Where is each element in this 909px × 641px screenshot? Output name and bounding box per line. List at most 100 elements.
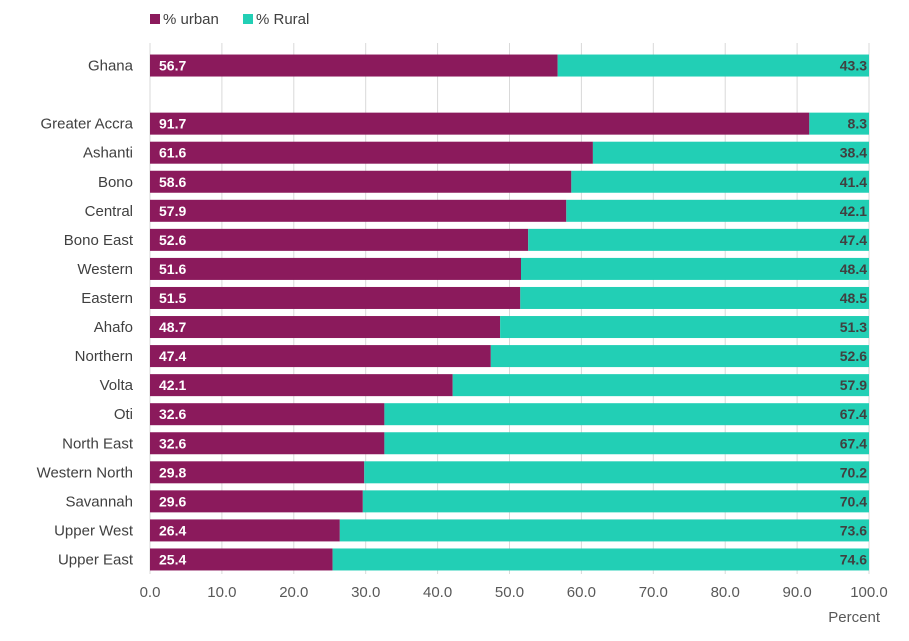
bar-rural xyxy=(339,519,869,542)
data-label-urban: 47.4 xyxy=(159,348,186,364)
bar-rural xyxy=(384,403,869,426)
bar-urban xyxy=(150,199,567,222)
x-tick-label: 90.0 xyxy=(782,584,811,601)
x-tick-label: 0.0 xyxy=(140,584,161,601)
data-label-urban: 26.4 xyxy=(159,522,186,538)
bar-urban xyxy=(150,257,522,280)
category-label: Eastern xyxy=(81,290,133,307)
category-label: Western xyxy=(77,261,133,278)
bar-urban xyxy=(150,228,529,251)
bar-rural xyxy=(571,170,869,193)
data-label-rural: 38.4 xyxy=(840,145,867,161)
category-label: Volta xyxy=(100,377,134,394)
data-label-rural: 73.6 xyxy=(840,522,867,538)
x-tick-label: 100.0 xyxy=(850,584,888,601)
data-label-rural: 70.4 xyxy=(840,493,867,509)
x-tick-label: 80.0 xyxy=(711,584,740,601)
bar-rural xyxy=(557,54,869,77)
legend-label-rural: % Rural xyxy=(256,11,309,28)
bar-rural xyxy=(520,286,869,309)
legend: % urban % Rural xyxy=(150,11,309,28)
bar-urban xyxy=(150,490,363,513)
data-label-urban: 91.7 xyxy=(159,116,186,132)
x-tick-label: 20.0 xyxy=(279,584,308,601)
category-label: Western North xyxy=(37,464,133,481)
bar-rural xyxy=(364,461,869,484)
bar-urban xyxy=(150,374,453,397)
bars xyxy=(150,54,870,571)
category-label: Ghana xyxy=(88,58,134,75)
bar-urban xyxy=(150,432,385,455)
data-label-urban: 32.6 xyxy=(159,435,186,451)
bar-urban xyxy=(150,403,385,426)
data-label-urban: 29.6 xyxy=(159,493,186,509)
bar-urban xyxy=(150,54,558,77)
data-label-rural: 48.5 xyxy=(840,290,867,306)
data-label-rural: 70.2 xyxy=(840,464,867,480)
data-label-rural: 51.3 xyxy=(840,319,867,335)
bar-rural xyxy=(521,257,869,280)
data-label-rural: 42.1 xyxy=(840,203,867,219)
bar-rural xyxy=(362,490,869,513)
data-label-rural: 8.3 xyxy=(848,116,868,132)
data-label-rural: 57.9 xyxy=(840,377,867,393)
data-label-urban: 56.7 xyxy=(159,58,186,74)
category-label: North East xyxy=(62,435,134,452)
x-tick-label: 70.0 xyxy=(639,584,668,601)
bar-urban xyxy=(150,519,340,542)
bar-urban xyxy=(150,286,521,309)
data-label-urban: 29.8 xyxy=(159,464,186,480)
data-label-rural: 47.4 xyxy=(840,232,867,248)
bar-urban xyxy=(150,316,501,339)
bar-urban xyxy=(150,548,333,571)
category-label: Ahafo xyxy=(94,319,133,336)
data-label-rural: 48.4 xyxy=(840,261,867,277)
bar-rural xyxy=(500,316,869,339)
data-label-rural: 74.6 xyxy=(840,551,867,567)
bar-rural xyxy=(490,345,869,368)
bar-rural xyxy=(528,228,869,251)
bar-rural xyxy=(566,199,869,222)
data-label-urban: 57.9 xyxy=(159,203,186,219)
legend-swatch-rural xyxy=(243,14,253,24)
bar-rural xyxy=(809,112,869,135)
category-label: Savannah xyxy=(65,493,133,510)
data-label-rural: 67.4 xyxy=(840,435,867,451)
legend-swatch-urban xyxy=(150,14,160,24)
category-label: Upper West xyxy=(54,522,134,539)
data-label-urban: 51.5 xyxy=(159,290,186,306)
x-tick-label: 30.0 xyxy=(351,584,380,601)
bar-rural xyxy=(332,548,870,571)
bar-urban xyxy=(150,461,365,484)
x-axis-title: Percent xyxy=(828,609,881,626)
bar-urban xyxy=(150,141,593,164)
legend-label-urban: % urban xyxy=(163,11,219,28)
category-label: Central xyxy=(85,203,133,220)
data-label-urban: 61.6 xyxy=(159,145,186,161)
bar-rural xyxy=(384,432,869,455)
category-label: Bono xyxy=(98,174,133,191)
x-axis-ticks: 0.0 10.0 20.0 30.0 40.0 50.0 60.0 70.0 80.0 90.0 1… xyxy=(140,584,888,601)
category-label: Bono East xyxy=(64,232,134,249)
x-tick-label: 60.0 xyxy=(567,584,596,601)
data-label-urban: 48.7 xyxy=(159,319,186,335)
data-label-urban: 25.4 xyxy=(159,551,186,567)
data-label-urban: 58.6 xyxy=(159,174,186,190)
data-label-rural: 43.3 xyxy=(840,58,867,74)
category-labels: Ghana Greater Accra Ashanti Bono Central Bono… xyxy=(37,58,134,569)
data-label-rural: 52.6 xyxy=(840,348,867,364)
data-label-urban: 32.6 xyxy=(159,406,186,422)
category-label: Upper East xyxy=(58,551,134,568)
x-tick-label: 40.0 xyxy=(423,584,452,601)
category-label: Oti xyxy=(114,406,133,423)
category-label: Ashanti xyxy=(83,145,133,162)
bar-urban xyxy=(150,112,810,135)
bar-urban xyxy=(150,345,491,368)
data-label-rural: 67.4 xyxy=(840,406,867,422)
x-tick-label: 50.0 xyxy=(495,584,524,601)
data-label-urban: 51.6 xyxy=(159,261,186,277)
data-label-urban: 52.6 xyxy=(159,232,186,248)
category-label: Northern xyxy=(75,348,133,365)
